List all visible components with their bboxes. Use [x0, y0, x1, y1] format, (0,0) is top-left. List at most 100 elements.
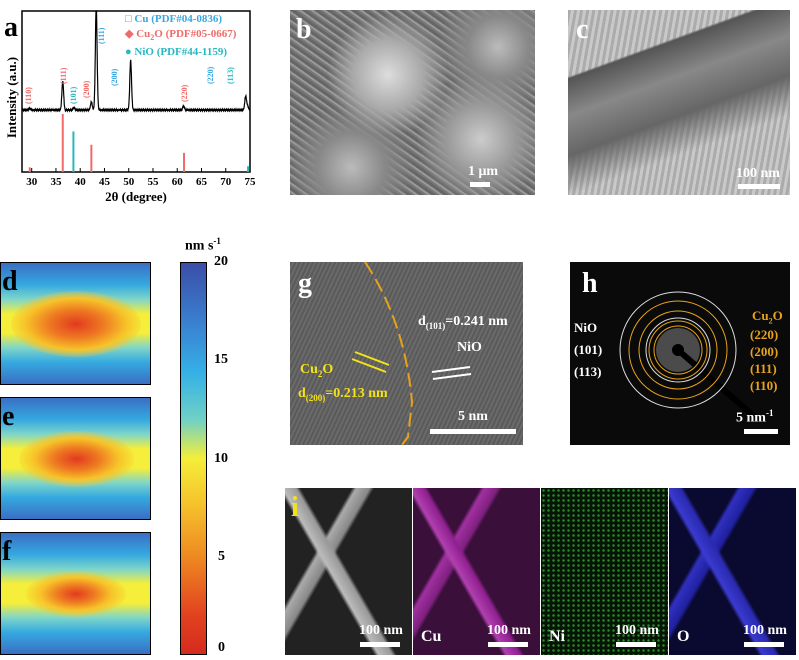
d-value: =0.213 nm: [325, 386, 388, 401]
panel-label-i: i: [291, 492, 299, 523]
yellow-zone: [11, 291, 141, 357]
diffraction-rings: [619, 291, 757, 420]
xrd-pattern-line: [21, 10, 251, 113]
peak-label: (110): [24, 87, 33, 104]
element-label-cu: Cu: [421, 628, 442, 645]
panel-label-b: b: [296, 14, 312, 45]
scale-bar-label: 100 nm: [487, 623, 531, 638]
element-label-ni: Ni: [549, 628, 565, 645]
legend-cu2o: ◆ Cu2O (PDF#05-0667): [125, 28, 237, 43]
colorbar-tick: 5: [218, 549, 225, 564]
x-tick-label: 45: [99, 176, 111, 188]
legend-cu-text: Cu (PDF#04-0836): [134, 13, 223, 25]
nio-101: (101): [574, 342, 603, 357]
scale-bar: [744, 429, 778, 434]
d-sub: (200): [305, 392, 326, 403]
peak-label: (200): [82, 80, 91, 98]
x-tick-label: 60: [172, 176, 184, 188]
heatmap-e: [0, 397, 151, 520]
eds-map-o: O 100 nm: [669, 488, 796, 655]
scale-bar-label: 1 μm: [468, 164, 499, 179]
legend-nio: ● NiO (PDF#44-1159): [125, 46, 227, 59]
cu2o-o: O: [322, 362, 334, 377]
x-tick-label: 75: [245, 176, 257, 188]
grain-boundary: [351, 262, 472, 445]
nio-label: NiO: [574, 320, 598, 335]
scale-bar-label: 100 nm: [359, 623, 403, 638]
panel-label-a: a: [4, 12, 18, 43]
colorbar-tick: 15: [214, 352, 228, 367]
x-tick-label: 70: [220, 176, 232, 188]
x-tick-label: 55: [147, 176, 159, 188]
heatmap-f: [0, 532, 151, 655]
cu2o-label: Cu2O: [752, 308, 783, 326]
scale-bar: [738, 184, 780, 189]
scale-bar-label: 100 nm: [743, 623, 787, 638]
colorbar-unit: nm s-1: [185, 236, 221, 255]
peak-label: (200): [110, 68, 119, 86]
x-tick-label: 35: [50, 176, 62, 188]
saed-pattern: h NiO (101) (113) Cu2O (220) (200) (111)…: [570, 262, 790, 445]
panel-label-h: h: [582, 268, 598, 299]
scale-sup: -1: [765, 408, 774, 418]
cu2o-text: Cu: [300, 362, 318, 377]
heatmap-d: [0, 262, 151, 385]
legend-cu2o-sub: 2: [150, 33, 155, 43]
scale-bar: [430, 429, 516, 434]
xrd-legend: □ Cu (PDF#04-0836) ◆ Cu2O (PDF#05-0667) …: [125, 12, 236, 60]
xrd-chart: (110)(111)(101) (200)(111)(200)(220)(220)…: [4, 10, 257, 204]
scale-bar: [488, 642, 528, 647]
panel-label-c: c: [576, 14, 589, 45]
scale-bar-label: 100 nm: [736, 166, 780, 181]
cu2o-o: O: [772, 308, 783, 323]
d-symbol: d: [298, 386, 306, 401]
yellow-zone: [26, 571, 126, 617]
cu2o-label: Cu2O: [300, 362, 333, 379]
panel-label-g: g: [298, 268, 312, 299]
cu2o-200: (200): [750, 344, 779, 359]
d-symbol: d: [418, 314, 426, 329]
hrtem-image: g d(101)=0.241 nm NiO Cu2O d(200)=0.213 …: [290, 262, 523, 445]
peak-label: (220): [180, 84, 189, 102]
cu2o-sub: 2: [317, 368, 323, 379]
eds-map-cu: Cu 100 nm: [413, 488, 540, 655]
panel-label-d: d: [2, 266, 18, 297]
peak-label: (113): [226, 67, 235, 84]
cu2o-110: (110): [750, 378, 778, 393]
peak-label: (101): [69, 86, 78, 104]
colorbar-tick: 20: [214, 254, 228, 269]
cu2o-sub: 2: [768, 316, 773, 326]
scale-bar-label: 5 nm: [458, 409, 488, 424]
scale-bar: [744, 642, 784, 647]
legend-cu: □ Cu (PDF#04-0836): [125, 13, 223, 25]
panel-label-e: e: [2, 401, 15, 432]
colorbar-unit-sup: -1: [213, 236, 221, 246]
element-label-o: O: [677, 628, 690, 645]
peak-label: (220): [206, 66, 215, 84]
x-tick-label: 65: [196, 176, 208, 188]
x-axis-label: 2θ (degree): [105, 189, 167, 204]
yellow-zone: [19, 431, 134, 487]
plot-frame: [21, 10, 251, 173]
scale-text: 5 nm: [736, 410, 766, 426]
peak-label: (111): [59, 67, 68, 84]
x-tick-label: 50: [123, 176, 135, 188]
y-axis-label: Intensity (a.u.): [4, 57, 19, 138]
cu2o-text: Cu: [752, 308, 769, 323]
colorbar-tick: 0: [218, 640, 225, 655]
scale-bar: [470, 182, 490, 187]
scale-bar: [616, 642, 656, 647]
peak-label: (111): [97, 27, 106, 44]
tem-image: c 100 nm: [568, 10, 790, 195]
eds-map-ni: Ni 100 nm: [541, 488, 668, 655]
nio-spacing-label: d(101)=0.241 nm: [418, 314, 508, 331]
nio-label: NiO: [457, 340, 482, 355]
colorbar-unit-text: nm s: [185, 238, 214, 254]
scale-bar-label: 5 nm-1: [736, 408, 773, 427]
d-sub: (101): [425, 320, 446, 331]
colorbar: [180, 262, 207, 655]
legend-cu2o-rest: O (PDF#05-0667): [154, 28, 237, 40]
haadf-image: i 100 nm: [285, 488, 412, 655]
colorbar-tick: 10: [214, 451, 228, 466]
cu2o-spacing-label: d(200)=0.213 nm: [298, 386, 388, 403]
